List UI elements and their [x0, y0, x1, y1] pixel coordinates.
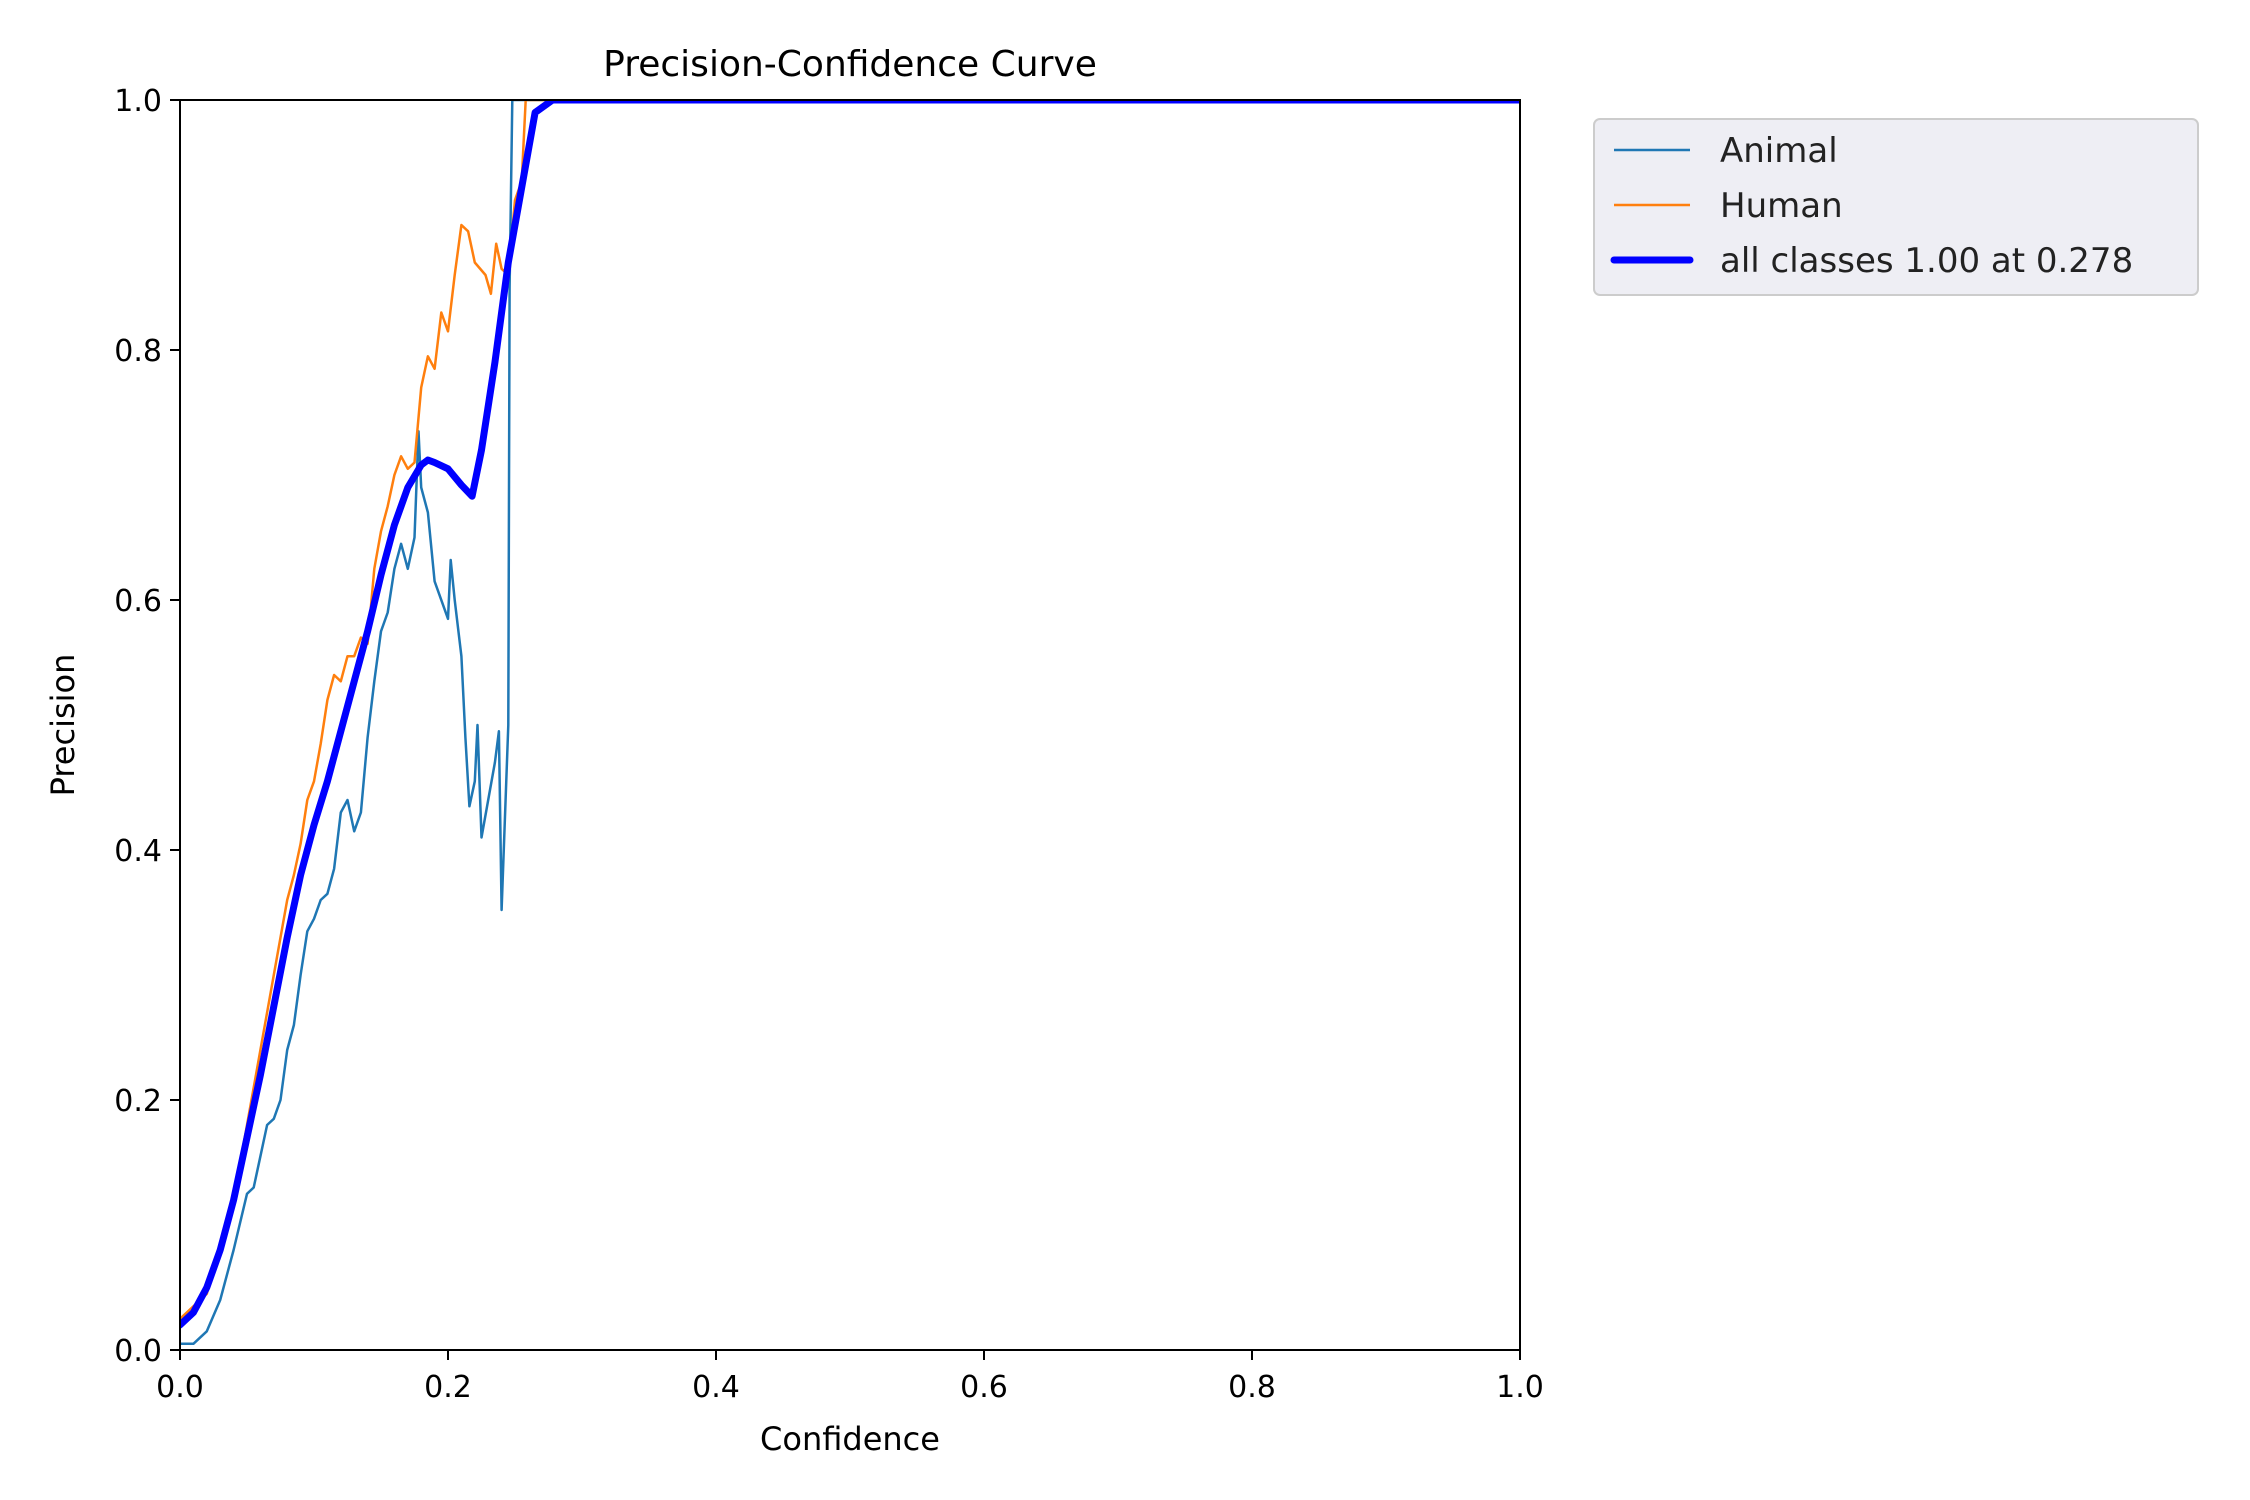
x-tick-label-5: 1.0 — [1496, 1370, 1544, 1405]
legend: Animal Human all classes 1.00 at 0.278 — [1593, 118, 2199, 296]
legend-label-1: Human — [1720, 186, 1843, 226]
x-tick-label-2: 0.4 — [692, 1370, 740, 1405]
x-axis-ticks: 0.0 0.2 0.4 0.6 0.8 1.0 — [156, 1350, 1544, 1405]
x-tick-label-1: 0.2 — [424, 1370, 472, 1405]
y-tick-label-3: 0.6 — [114, 584, 162, 619]
y-axis-label: Precision — [44, 654, 82, 797]
y-tick-label-5: 1.0 — [114, 84, 162, 119]
plot-area-frame — [179, 99, 1521, 1351]
series-line-all-classes-1-00-at-0-278 — [180, 100, 1520, 1329]
x-tick-label-0: 0.0 — [156, 1370, 204, 1405]
legend-box — [1593, 118, 2199, 296]
y-tick-label-1: 0.2 — [114, 1084, 162, 1119]
series-line-animal — [180, 100, 1520, 1346]
legend-label-2: all classes 1.00 at 0.278 — [1720, 241, 2133, 281]
x-axis-label: Confidence — [760, 1420, 940, 1458]
legend-label-0: Animal — [1720, 131, 1838, 171]
series-line-human — [180, 100, 1520, 1321]
y-axis-ticks: 0.0 0.2 0.4 0.6 0.8 1.0 — [114, 84, 180, 1369]
y-tick-label-4: 0.8 — [114, 334, 162, 369]
chart-title: Precision-Confidence Curve — [603, 44, 1097, 85]
y-tick-label-2: 0.4 — [114, 834, 162, 869]
x-tick-label-3: 0.6 — [960, 1370, 1008, 1405]
series-layer — [180, 100, 1520, 1346]
y-tick-label-0: 0.0 — [114, 1334, 162, 1369]
x-tick-label-4: 0.8 — [1228, 1370, 1276, 1405]
